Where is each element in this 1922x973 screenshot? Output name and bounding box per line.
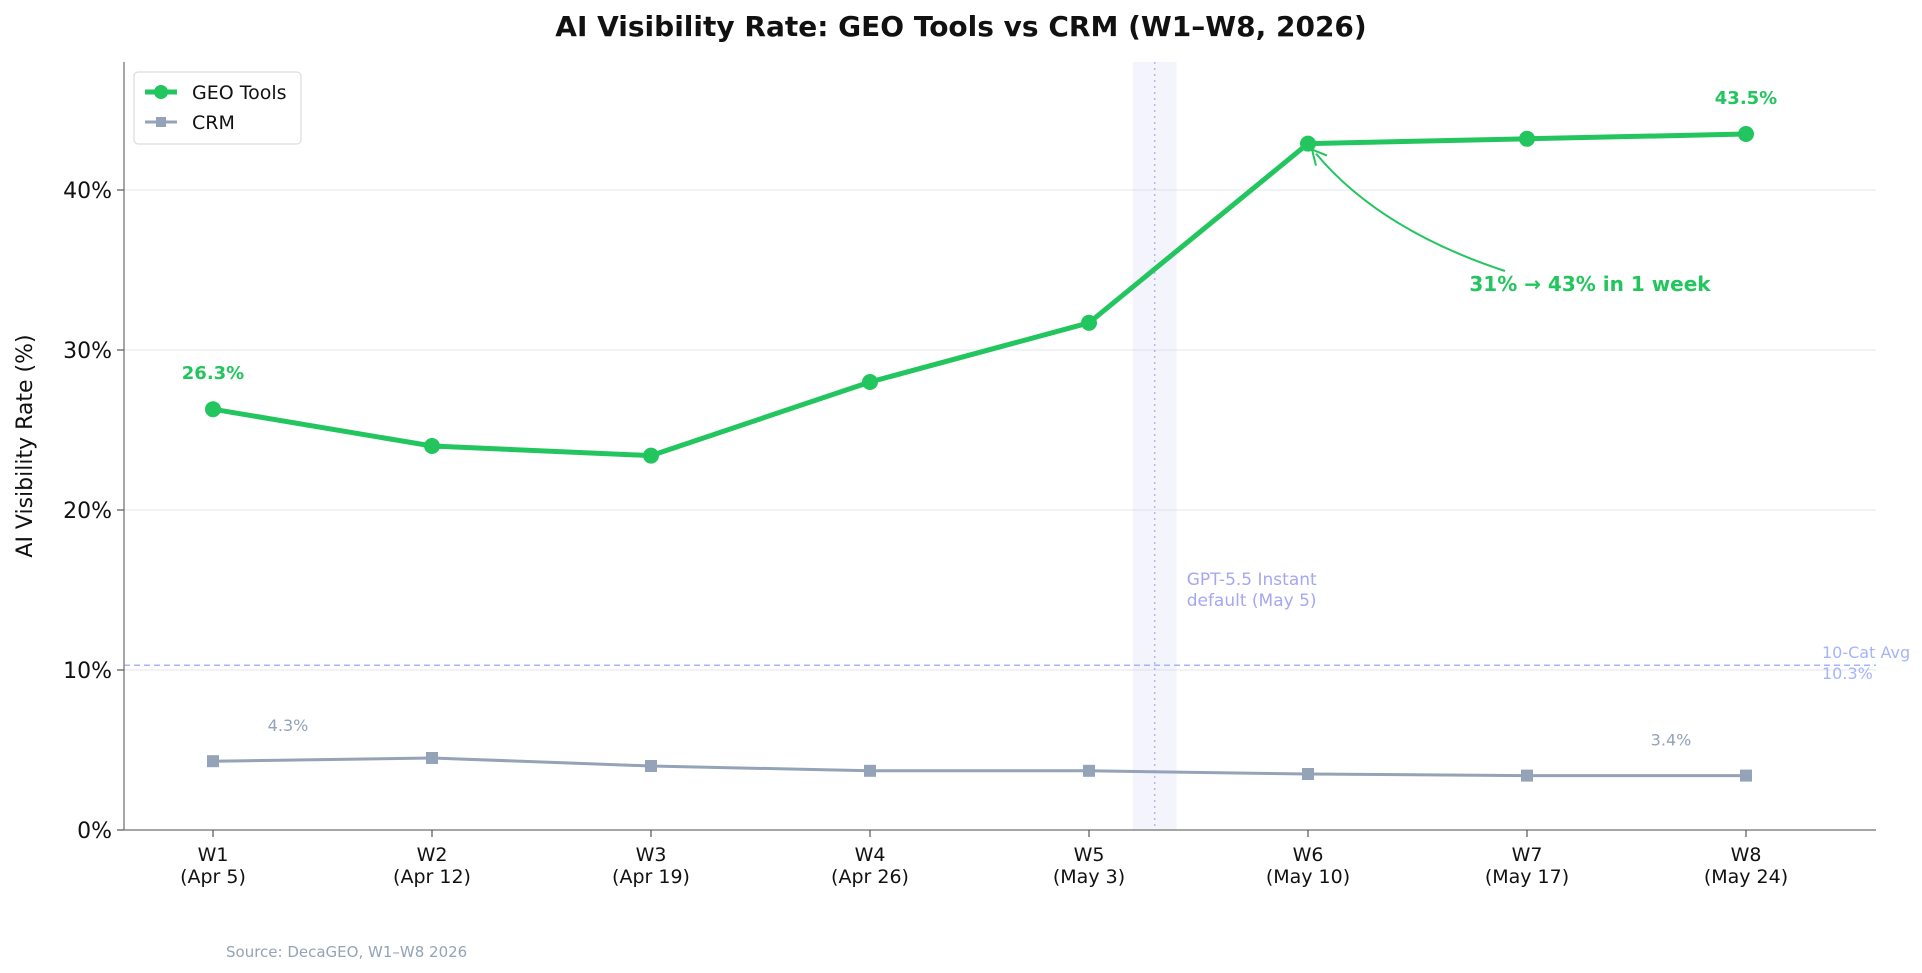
legend-label-1: CRM [192, 112, 235, 134]
y-tick-label-30: 30% [63, 339, 112, 364]
point-0-4 [1081, 314, 1097, 331]
crm-data-label-7: 3.4% [1651, 731, 1692, 750]
x-tick-date-W7: (May 17) [1485, 866, 1569, 888]
x-tick-label-W3: W3 [636, 844, 667, 866]
x-tick-label-W5: W5 [1074, 844, 1105, 866]
reference-label-line1: 10-Cat Avg [1822, 643, 1910, 662]
point-0-5 [1300, 135, 1316, 152]
chart-title: AI Visibility Rate: GEO Tools vs CRM (W1… [555, 10, 1366, 43]
point-1-4 [1083, 764, 1095, 777]
point-0-3 [862, 374, 878, 390]
point-0-2 [643, 447, 659, 464]
event-label-line1: GPT-5.5 Instant [1187, 570, 1317, 590]
point-1-7 [1740, 769, 1752, 782]
point-0-6 [1519, 130, 1535, 147]
legend-label-0: GEO Tools [192, 82, 287, 104]
source-note: Source: DecaGEO, W1–W8 2026 [226, 943, 467, 961]
point-1-3 [864, 764, 876, 777]
point-1-5 [1302, 768, 1314, 780]
x-tick-label-W8: W8 [1731, 844, 1762, 866]
annotation-text: 31% → 43% in 1 week [1469, 272, 1711, 296]
x-tick-label-W7: W7 [1512, 844, 1543, 866]
point-1-6 [1521, 769, 1533, 782]
point-0-1 [424, 438, 440, 454]
point-1-1 [426, 752, 438, 764]
point-0-7 [1738, 126, 1754, 142]
point-0-0 [205, 401, 221, 418]
legend-marker-1 [156, 117, 166, 127]
y-tick-label-40: 40% [63, 179, 112, 204]
y-tick-label-0: 0% [77, 819, 112, 844]
geo-data-label-0: 26.3% [182, 363, 244, 384]
series-line-0 [210, 131, 1749, 459]
event-label-line2: default (May 5) [1187, 591, 1317, 611]
y-tick-label-20: 20% [63, 499, 112, 524]
x-tick-label-W6: W6 [1293, 844, 1324, 866]
legend-marker-0 [154, 85, 168, 99]
x-tick-date-W4: (Apr 26) [831, 866, 909, 888]
x-tick-label-W4: W4 [855, 844, 886, 866]
x-tick-date-W8: (May 24) [1704, 866, 1788, 888]
point-1-0 [207, 755, 219, 768]
y-tick-label-10: 10% [63, 659, 112, 684]
point-1-2 [645, 760, 657, 772]
x-tick-date-W3: (Apr 19) [612, 866, 690, 888]
reference-label-line2: 10.3% [1822, 664, 1873, 683]
legend: GEO Tools CRM [133, 71, 302, 145]
x-tick-date-W5: (May 3) [1053, 866, 1125, 888]
series-line-1 [211, 756, 1748, 778]
annotation-arrowhead [1311, 148, 1328, 166]
x-tick-date-W6: (May 10) [1266, 866, 1350, 888]
y-axis-label: AI Visibility Rate (%) [13, 334, 38, 557]
x-tick-label-W2: W2 [417, 844, 448, 866]
x-tick-label-W1: W1 [198, 844, 229, 866]
x-tick-date-W2: (Apr 12) [393, 866, 471, 888]
crm-data-label-0: 4.3% [268, 716, 309, 735]
geo-data-label-7: 43.5% [1715, 88, 1777, 109]
annotation-arrow [1315, 152, 1506, 272]
x-tick-date-W1: (Apr 5) [180, 866, 246, 888]
